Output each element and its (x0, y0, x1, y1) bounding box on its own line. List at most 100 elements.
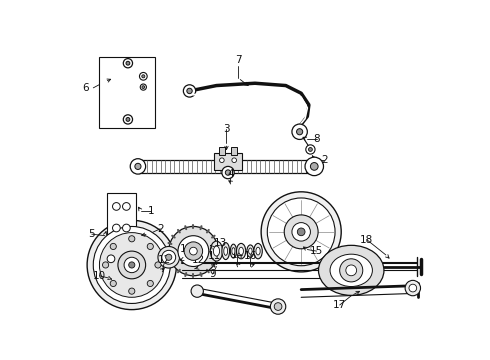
Circle shape (311, 163, 318, 170)
Circle shape (274, 303, 282, 310)
Circle shape (306, 145, 315, 154)
Ellipse shape (232, 248, 235, 255)
Ellipse shape (256, 247, 260, 255)
Circle shape (126, 117, 130, 121)
Circle shape (107, 255, 115, 263)
Circle shape (126, 61, 130, 65)
Circle shape (190, 247, 197, 255)
Circle shape (220, 158, 224, 163)
Circle shape (113, 224, 120, 232)
Text: 13: 13 (214, 238, 227, 248)
Ellipse shape (210, 241, 222, 261)
Text: 2: 2 (157, 224, 164, 234)
Circle shape (162, 250, 175, 264)
Circle shape (292, 222, 311, 241)
Bar (219, 147, 225, 155)
Bar (214, 153, 242, 170)
Text: 2: 2 (321, 155, 328, 165)
Circle shape (222, 166, 234, 179)
Circle shape (118, 251, 146, 279)
Circle shape (169, 226, 218, 276)
Ellipse shape (222, 243, 229, 260)
Text: 7: 7 (235, 55, 242, 65)
Circle shape (124, 257, 140, 273)
Circle shape (102, 262, 109, 268)
Circle shape (99, 233, 164, 297)
Circle shape (191, 285, 203, 297)
Bar (231, 147, 237, 155)
Ellipse shape (247, 245, 254, 257)
Circle shape (129, 236, 135, 242)
Circle shape (305, 157, 323, 176)
Text: 12: 12 (192, 255, 205, 265)
Ellipse shape (224, 247, 228, 255)
Circle shape (166, 254, 172, 260)
Circle shape (142, 86, 145, 89)
Circle shape (122, 224, 130, 232)
Text: 3: 3 (223, 124, 230, 134)
Circle shape (129, 288, 135, 294)
Text: 8: 8 (313, 134, 320, 144)
Circle shape (122, 203, 130, 210)
Circle shape (123, 115, 132, 124)
Circle shape (135, 163, 141, 170)
Circle shape (140, 84, 147, 90)
Circle shape (183, 85, 196, 97)
Circle shape (140, 72, 147, 80)
Circle shape (87, 220, 176, 310)
Circle shape (346, 265, 357, 276)
Circle shape (405, 280, 420, 296)
Text: 13: 13 (180, 244, 193, 254)
Circle shape (268, 198, 335, 266)
Text: 11: 11 (208, 252, 221, 261)
Bar (122, 74, 133, 112)
Circle shape (409, 284, 416, 292)
Polygon shape (107, 193, 136, 242)
Ellipse shape (254, 243, 262, 259)
Circle shape (130, 159, 146, 174)
Ellipse shape (213, 246, 220, 256)
Circle shape (147, 280, 153, 287)
Circle shape (270, 299, 286, 314)
Circle shape (232, 158, 237, 163)
Circle shape (142, 75, 145, 78)
Ellipse shape (239, 247, 244, 255)
Text: 1: 1 (147, 206, 154, 216)
Text: 12: 12 (158, 255, 172, 265)
Circle shape (147, 243, 153, 249)
Circle shape (309, 148, 312, 152)
Ellipse shape (330, 254, 372, 287)
Text: 17: 17 (333, 300, 346, 310)
Text: 6: 6 (82, 83, 89, 93)
Circle shape (129, 262, 135, 268)
Text: 5: 5 (88, 229, 95, 239)
Circle shape (187, 88, 192, 94)
Circle shape (284, 215, 318, 249)
Text: 4: 4 (227, 169, 234, 179)
Circle shape (184, 242, 203, 260)
Ellipse shape (237, 243, 246, 259)
Ellipse shape (248, 248, 252, 254)
Ellipse shape (318, 245, 384, 295)
Circle shape (261, 192, 341, 272)
Circle shape (178, 236, 209, 266)
Circle shape (340, 259, 363, 282)
Bar (98, 57, 155, 128)
Ellipse shape (230, 244, 237, 258)
Circle shape (225, 170, 231, 175)
Text: 14: 14 (231, 250, 244, 260)
Circle shape (155, 262, 161, 268)
Circle shape (110, 280, 116, 287)
Circle shape (158, 247, 179, 268)
Text: 10: 10 (93, 271, 106, 281)
Text: 15: 15 (310, 246, 323, 256)
Circle shape (110, 243, 116, 249)
Circle shape (113, 203, 120, 210)
Text: 9: 9 (209, 269, 216, 279)
Circle shape (93, 226, 171, 303)
Circle shape (123, 59, 132, 68)
Text: 16: 16 (244, 252, 257, 261)
Circle shape (297, 228, 305, 236)
Text: 18: 18 (360, 235, 373, 244)
Circle shape (296, 129, 303, 135)
